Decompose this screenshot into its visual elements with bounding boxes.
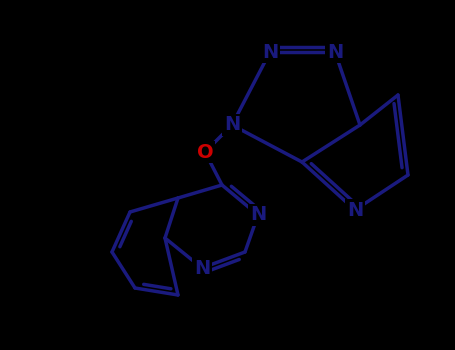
Text: N: N <box>327 42 343 62</box>
Text: N: N <box>194 259 210 278</box>
Text: O: O <box>197 142 213 161</box>
Text: N: N <box>224 116 240 134</box>
Text: N: N <box>347 201 363 219</box>
Text: N: N <box>262 42 278 62</box>
Text: N: N <box>250 205 266 224</box>
